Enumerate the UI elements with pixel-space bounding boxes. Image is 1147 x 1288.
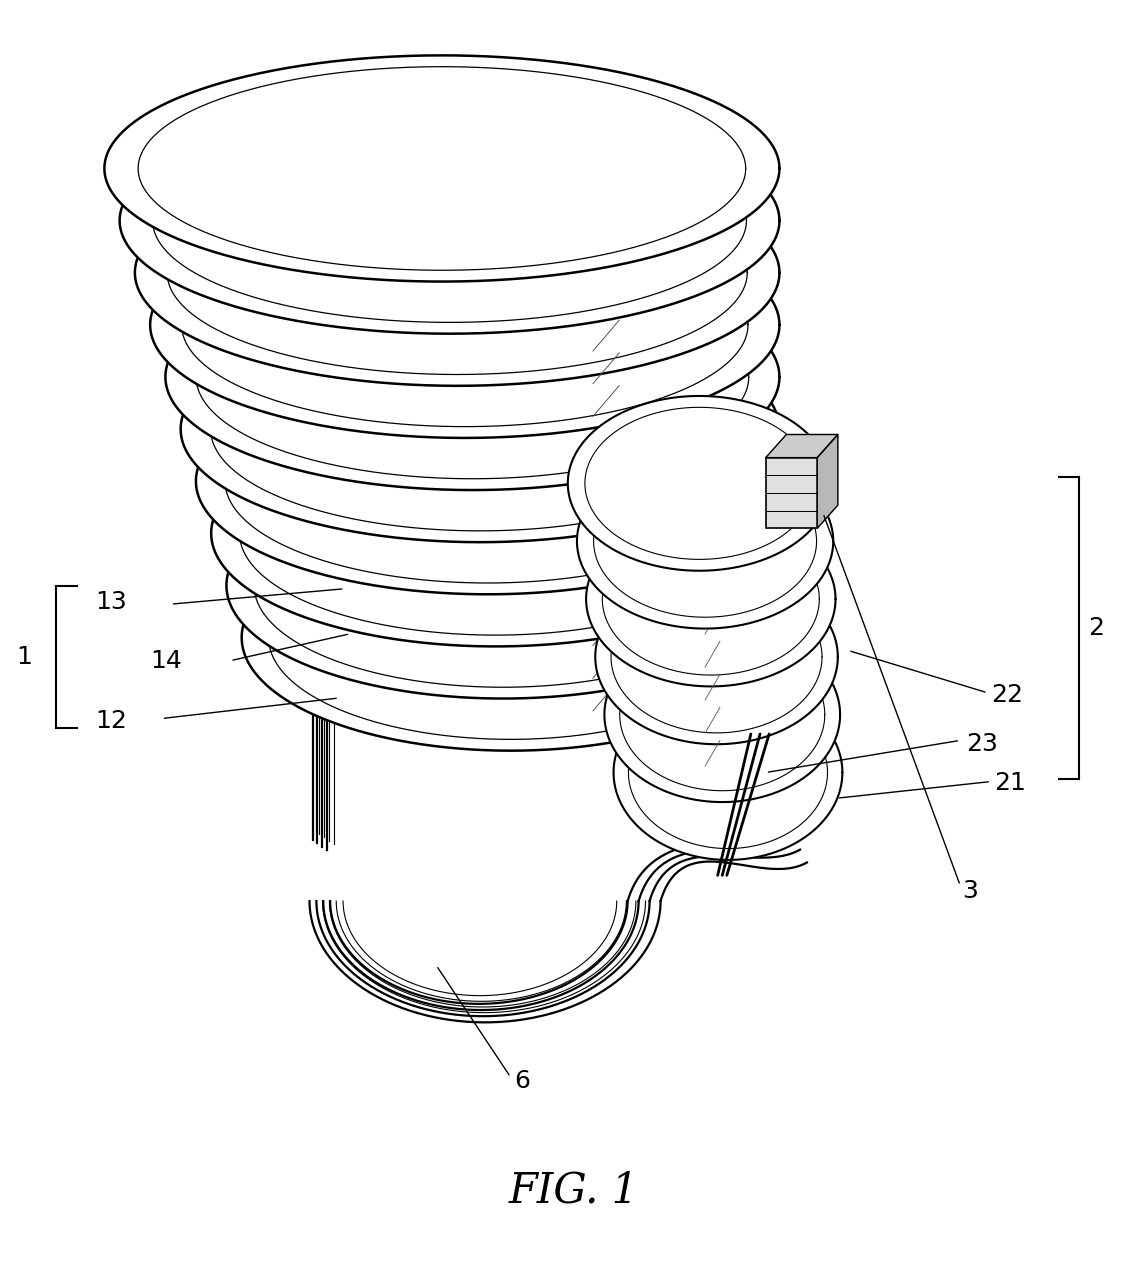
Polygon shape — [165, 264, 780, 489]
Text: 21: 21 — [994, 770, 1027, 795]
Bar — [766, 457, 817, 528]
Text: 3: 3 — [962, 878, 978, 903]
Polygon shape — [766, 434, 837, 457]
Polygon shape — [817, 434, 837, 528]
Text: 12: 12 — [95, 710, 127, 733]
Text: 13: 13 — [95, 590, 127, 613]
Polygon shape — [226, 473, 780, 698]
Polygon shape — [135, 160, 780, 386]
Polygon shape — [577, 453, 833, 629]
Polygon shape — [604, 627, 840, 802]
Polygon shape — [242, 524, 780, 751]
Polygon shape — [181, 316, 780, 542]
Text: 2: 2 — [1089, 616, 1105, 640]
Polygon shape — [104, 55, 780, 282]
Polygon shape — [150, 211, 780, 438]
Polygon shape — [196, 368, 780, 594]
Polygon shape — [614, 685, 842, 860]
Text: 22: 22 — [991, 684, 1023, 707]
Text: 1: 1 — [16, 645, 32, 668]
Polygon shape — [568, 395, 830, 571]
Polygon shape — [119, 107, 780, 334]
Polygon shape — [595, 569, 837, 744]
Text: 6: 6 — [514, 1069, 530, 1094]
Text: 14: 14 — [150, 649, 182, 672]
Polygon shape — [211, 420, 780, 647]
Text: 23: 23 — [966, 733, 998, 756]
Text: FIG. 1: FIG. 1 — [508, 1170, 639, 1211]
Polygon shape — [586, 511, 835, 687]
